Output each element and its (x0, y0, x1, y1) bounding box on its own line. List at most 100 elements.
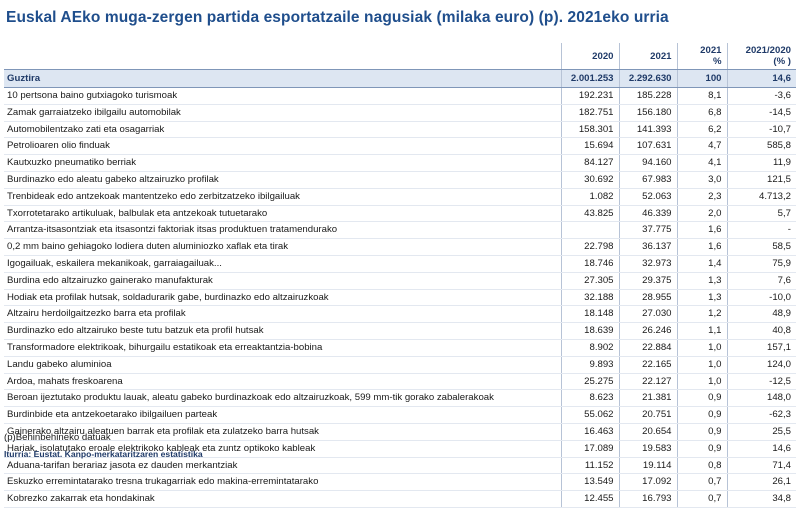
row-change: - (726, 221, 796, 240)
table-row: Zamak garraiatzeko ibilgailu automobilak… (4, 104, 796, 122)
row-2021: 19.583 (618, 440, 677, 458)
row-label: Trenbideak edo antzekoak mantentzeko edo… (4, 188, 561, 206)
row-2020: 55.062 (560, 406, 619, 424)
row-share: 4,7 (676, 137, 727, 156)
table-row: Beroan ijeztutako produktu lauak, aleatu… (4, 389, 796, 408)
row-change: 121,5 (726, 171, 796, 189)
row-2020: 43.825 (560, 205, 619, 223)
table-row: 10 pertsona baino gutxiagoko turismoak 19… (4, 87, 796, 105)
row-2020: 1.082 (560, 188, 619, 206)
row-change: -62,3 (726, 406, 796, 424)
row-label: 10 pertsona baino gutxiagoko turismoak (4, 87, 561, 105)
row-2020: 84.127 (560, 154, 619, 172)
row-2020 (560, 221, 619, 240)
table-row: Kobrezko zakarrak eta hondakinak 12.455 16… (4, 490, 796, 508)
row-2020: 11.152 (560, 457, 619, 475)
row-2020: 182.751 (560, 104, 619, 122)
row-label: Burdinazko edo aleatu gabeko altzairuzko… (4, 171, 561, 189)
row-share: 6,2 (676, 121, 727, 139)
row-label: Arrantza-itsasontziak eta itsasontzi fak… (4, 221, 561, 240)
row-share: 1,0 (676, 339, 727, 357)
row-2020: 25.275 (560, 373, 619, 391)
row-share: 6,8 (676, 104, 727, 122)
row-label: Eskuzko erremintatarako tresna trukagarr… (4, 473, 561, 492)
row-2021: 22.127 (618, 373, 677, 391)
row-change: 25,5 (726, 423, 796, 441)
row-2021: 52.063 (618, 188, 677, 206)
header-change: 2021/2020 (% ) (726, 43, 796, 70)
row-2020: 17.089 (560, 440, 619, 458)
table-row: Txorrotetarako artikuluak, balbulak eta … (4, 205, 796, 223)
row-2021: 67.983 (618, 171, 677, 189)
row-2020: 13.549 (560, 473, 619, 492)
row-change: -14,5 (726, 104, 796, 122)
table-row: Petrolioaren olio finduak 15.694 107.631 4,… (4, 137, 796, 156)
header-share-line2: % (712, 56, 722, 67)
row-share: 0,9 (676, 423, 727, 441)
source-note: Iturria: Eustat. Kanpo-merkataritzaren e… (4, 449, 203, 459)
row-2020: 22.798 (560, 238, 619, 256)
table-row: Landu gabeko aluminioa 9.893 22.165 1,0 124,… (4, 356, 796, 374)
row-change: 48,9 (726, 305, 796, 324)
row-change: 157,1 (726, 339, 796, 357)
table-row: Altzairu herdoilgaitzezko barra eta prof… (4, 305, 796, 324)
total-label: Guztira (4, 69, 561, 88)
row-2020: 18.148 (560, 305, 619, 324)
row-change: 34,8 (726, 490, 796, 508)
table-row: Burdina edo altzairuzko gainerako manufa… (4, 272, 796, 290)
row-share: 2,0 (676, 205, 727, 223)
table-row: 0,2 mm baino gehiagoko lodiera duten alu… (4, 238, 796, 256)
header-change-line1: 2021/2020 (745, 45, 791, 56)
row-share: 0,8 (676, 457, 727, 475)
row-label: Igogailuak, eskailera mekanikoak, garrai… (4, 255, 561, 273)
header-change-line2: (% ) (773, 56, 791, 67)
row-change: -3,6 (726, 87, 796, 105)
row-2021: 107.631 (618, 137, 677, 156)
row-change: 124,0 (726, 356, 796, 374)
row-share: 1,1 (676, 322, 727, 340)
row-share: 4,1 (676, 154, 727, 172)
footnote: (p)Behinbehineko datuak (4, 432, 111, 443)
row-2021: 19.114 (618, 457, 677, 475)
table-row: Transformadore elektrikoak, bihurgailu e… (4, 339, 796, 357)
row-2021: 37.775 (618, 221, 677, 240)
table-row: Eskuzko erremintatarako tresna trukagarr… (4, 473, 796, 492)
total-share: 100 (676, 69, 727, 88)
row-2021: 21.381 (618, 389, 677, 408)
table-row: Burdinazko edo aleatu gabeko altzairuzko… (4, 171, 796, 189)
row-share: 1,4 (676, 255, 727, 273)
row-label: Landu gabeko aluminioa (4, 356, 561, 374)
row-2021: 17.092 (618, 473, 677, 492)
row-2021: 22.165 (618, 356, 677, 374)
row-2020: 27.305 (560, 272, 619, 290)
header-2020: 2020 (560, 43, 619, 70)
row-share: 3,0 (676, 171, 727, 189)
row-label: Gainerako altzairu aleatuen barrak eta p… (4, 423, 561, 441)
table-row: Arrantza-itsasontziak eta itsasontzi fak… (4, 221, 796, 240)
row-share: 2,3 (676, 188, 727, 206)
row-share: 0,7 (676, 473, 727, 492)
row-2020: 30.692 (560, 171, 619, 189)
row-share: 1,2 (676, 305, 727, 324)
row-label: 0,2 mm baino gehiagoko lodiera duten alu… (4, 238, 561, 256)
row-2021: 22.884 (618, 339, 677, 357)
total-2020: 2.001.253 (560, 69, 619, 88)
row-share: 0,9 (676, 406, 727, 424)
row-change: -12,5 (726, 373, 796, 391)
row-2021: 28.955 (618, 289, 677, 307)
row-2020: 18.639 (560, 322, 619, 340)
row-2021: 20.751 (618, 406, 677, 424)
row-2020: 192.231 (560, 87, 619, 105)
row-share: 0,9 (676, 440, 727, 458)
table-row: Ardoa, mahats freskoarena 25.275 22.127 1,0… (4, 373, 796, 391)
row-change: 14,6 (726, 440, 796, 458)
row-change: 4.713,2 (726, 188, 796, 206)
header-share: 2021% (676, 43, 727, 70)
row-label: Automobilentzako zati eta osagarriak (4, 121, 561, 139)
row-2021: 185.228 (618, 87, 677, 105)
row-2020: 8.623 (560, 389, 619, 408)
row-change: 58,5 (726, 238, 796, 256)
header-label-cell (4, 43, 561, 70)
exports-table: 2020 2021 2021% 2021/2020 (% ) Guztira 2.… (4, 43, 796, 508)
total-2021: 2.292.630 (618, 69, 677, 88)
